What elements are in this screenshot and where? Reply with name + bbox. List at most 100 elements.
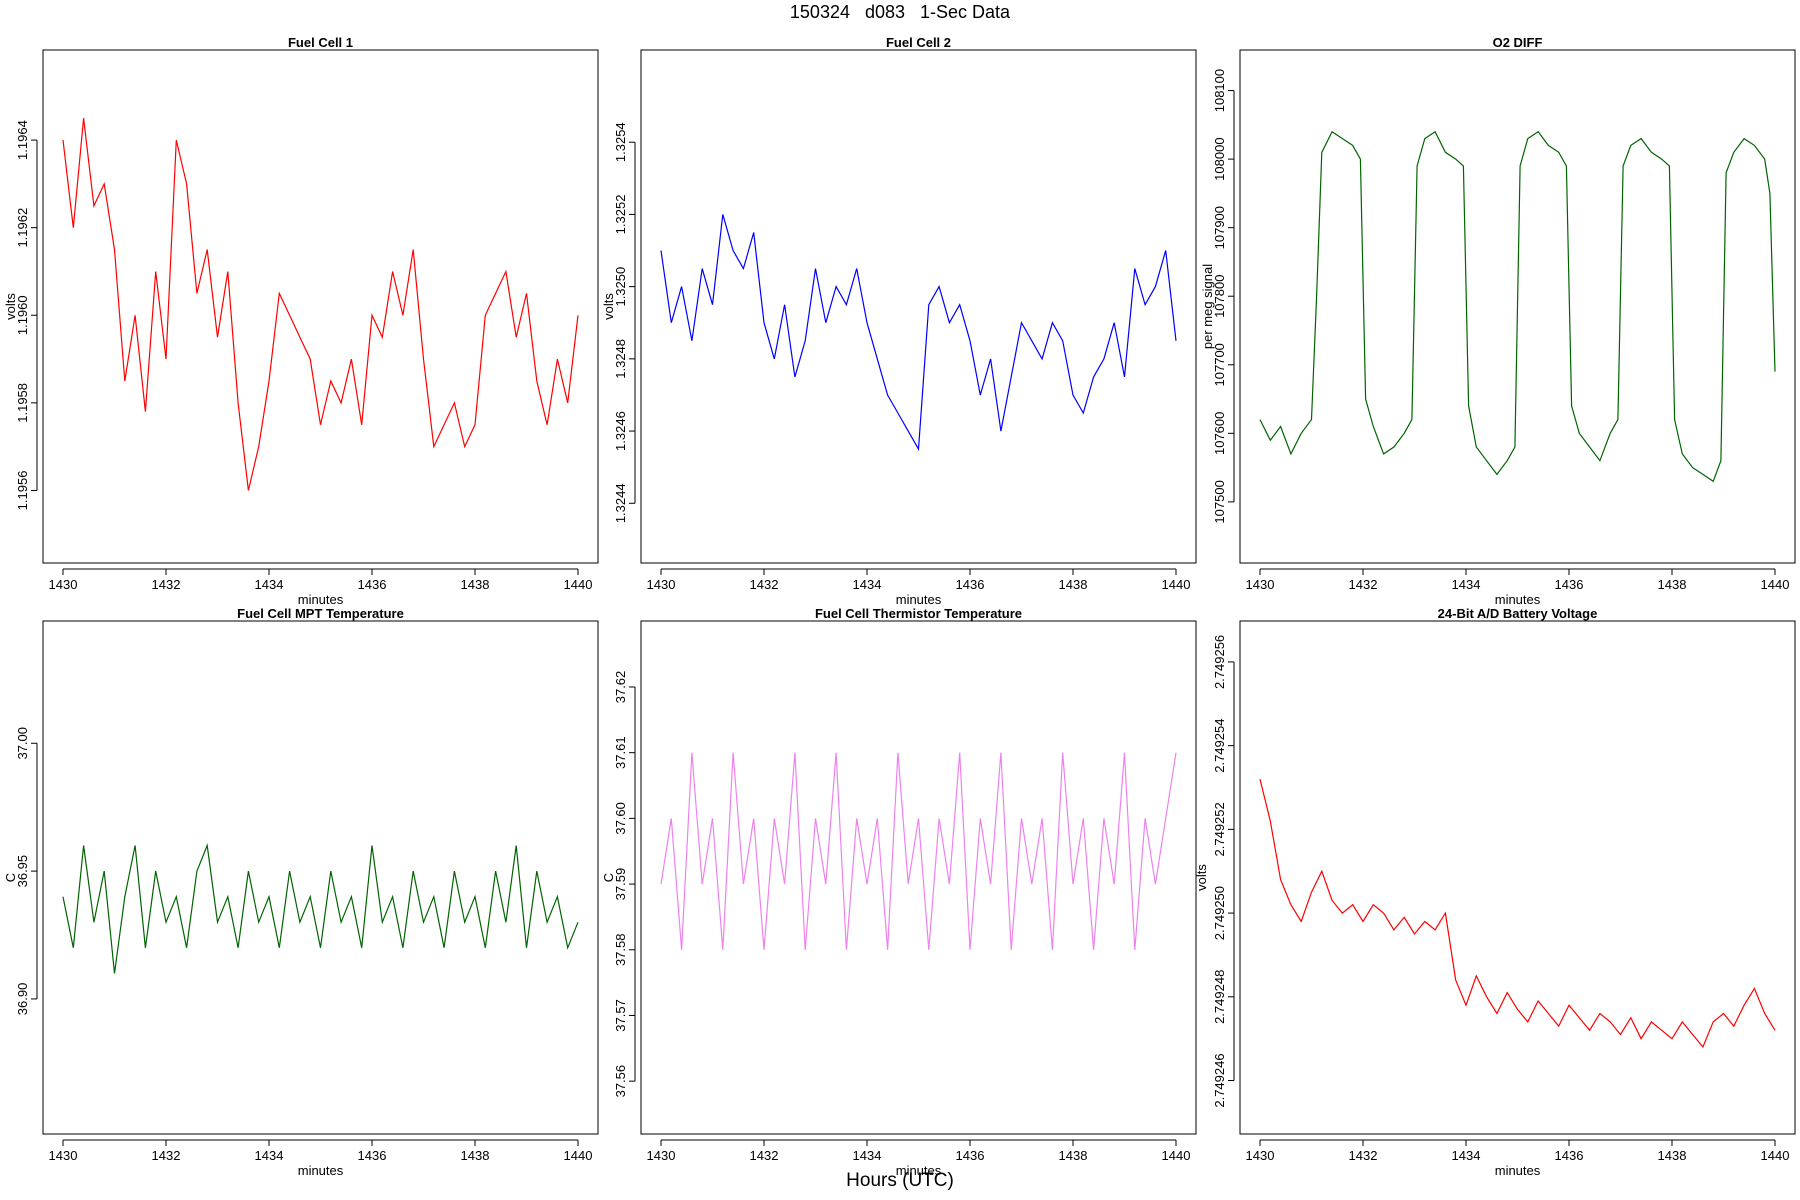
y-tick-label: 1.1964 — [15, 120, 30, 160]
x-tick-label: 1436 — [956, 577, 985, 592]
x-tick-label: 1434 — [853, 577, 882, 592]
x-tick-label: 1430 — [49, 1148, 78, 1163]
x-tick-label: 1438 — [1059, 1148, 1088, 1163]
y-tick-label: 37.59 — [613, 868, 628, 901]
plot-frame — [1239, 49, 1796, 564]
y-tick-label: 36.95 — [15, 855, 30, 888]
y-tick-label: 37.60 — [613, 802, 628, 835]
series-line — [1259, 778, 1776, 1049]
y-tick-label: 1.3246 — [613, 411, 628, 451]
y-tick-label: 36.90 — [15, 983, 30, 1016]
y-axis-label: volts — [601, 293, 616, 320]
y-axis-label: per meg signal — [1200, 264, 1215, 349]
plot-frame — [640, 620, 1197, 1135]
series-line — [660, 752, 1177, 950]
series-line — [62, 843, 579, 974]
y-tick-label: 2.749250 — [1212, 886, 1227, 940]
y-axis-label: C — [601, 873, 616, 882]
chart-batt: 24-Bit A/D Battery Voltage 1430 1432 1434 14… — [1194, 606, 1796, 1178]
y-tick-label: 2.749256 — [1212, 635, 1227, 689]
x-tick-label: 1434 — [255, 577, 284, 592]
y-tick-label: 1.3252 — [613, 195, 628, 235]
x-tick-label: 1432 — [750, 577, 779, 592]
chart-title: Fuel Cell MPT Temperature — [237, 606, 404, 621]
x-tick-label: 1432 — [152, 1148, 181, 1163]
y-tick-label: 108100 — [1212, 69, 1227, 112]
y-tick-label: 107600 — [1212, 412, 1227, 455]
x-axis-label: minutes — [1495, 1163, 1541, 1178]
y-tick-label: 2.749254 — [1212, 719, 1227, 773]
x-axis-label: minutes — [298, 592, 344, 607]
y-tick-label: 108000 — [1212, 137, 1227, 180]
series-line — [1259, 130, 1776, 483]
x-tick-label: 1430 — [647, 577, 676, 592]
x-tick-label: 1440 — [1162, 577, 1191, 592]
x-tick-label: 1432 — [152, 577, 181, 592]
y-tick-label: 107800 — [1212, 275, 1227, 318]
x-tick-label: 1430 — [1246, 1148, 1275, 1163]
plot-frame — [42, 49, 599, 564]
series-line — [62, 118, 579, 491]
x-tick-label: 1430 — [647, 1148, 676, 1163]
x-tick-label: 1440 — [1761, 1148, 1790, 1163]
y-tick-label: 37.58 — [613, 933, 628, 966]
chart-title: Fuel Cell 2 — [886, 35, 951, 50]
chart-o2: O2 DIFF 1430 1432 1434 1436 1438 1440 minutes 10… — [1200, 35, 1796, 607]
plot-frame — [640, 49, 1197, 564]
x-tick-label: 1440 — [1761, 577, 1790, 592]
x-axis-label: minutes — [896, 1163, 942, 1178]
series-line — [660, 214, 1177, 452]
y-tick-label: 1.3254 — [613, 122, 628, 162]
y-tick-label: 1.3248 — [613, 339, 628, 379]
chart-therm: Fuel Cell Thermistor Temperature 1430 1432… — [601, 606, 1197, 1178]
x-tick-label: 1440 — [1162, 1148, 1191, 1163]
x-tick-label: 1430 — [49, 577, 78, 592]
plot-frame — [1239, 620, 1796, 1135]
y-tick-label: 2.749246 — [1212, 1053, 1227, 1107]
y-tick-label: 1.1958 — [15, 383, 30, 423]
x-tick-label: 1436 — [956, 1148, 985, 1163]
y-tick-label: 1.1960 — [15, 295, 30, 335]
chart-fc2: Fuel Cell 2 1430 1432 1434 1436 1438 1440 minut… — [601, 35, 1197, 607]
y-tick-label: 37.61 — [613, 736, 628, 769]
chart-title: O2 DIFF — [1493, 35, 1543, 50]
x-tick-label: 1436 — [1555, 577, 1584, 592]
y-tick-label: 1.3244 — [613, 483, 628, 523]
x-tick-label: 1438 — [461, 1148, 490, 1163]
page-title: 150324 d083 1-Sec Data — [789, 2, 1011, 22]
x-axis-label: minutes — [298, 1163, 344, 1178]
chart-mpt: Fuel Cell MPT Temperature 1430 1432 1434 143… — [3, 606, 599, 1178]
x-tick-label: 1434 — [255, 1148, 284, 1163]
x-tick-label: 1440 — [564, 1148, 593, 1163]
chart-title: Fuel Cell 1 — [288, 35, 353, 50]
x-tick-label: 1438 — [461, 577, 490, 592]
y-tick-label: 107900 — [1212, 206, 1227, 249]
x-axis-label: minutes — [1495, 592, 1541, 607]
x-main-label: Hours (UTC) — [846, 1170, 954, 1191]
y-tick-label: 37.62 — [613, 671, 628, 704]
x-tick-label: 1438 — [1059, 577, 1088, 592]
y-axis-label: volts — [3, 293, 18, 320]
y-tick-label: 37.00 — [15, 727, 30, 760]
x-tick-label: 1432 — [1349, 1148, 1378, 1163]
x-tick-label: 1432 — [1349, 577, 1378, 592]
chart-title: 24-Bit A/D Battery Voltage — [1438, 606, 1598, 621]
y-tick-label: 37.56 — [613, 1065, 628, 1098]
y-tick-label: 1.1956 — [15, 471, 30, 511]
x-tick-label: 1438 — [1658, 577, 1687, 592]
x-tick-label: 1438 — [1658, 1148, 1687, 1163]
x-tick-label: 1440 — [564, 577, 593, 592]
x-tick-label: 1436 — [1555, 1148, 1584, 1163]
x-tick-label: 1432 — [750, 1148, 779, 1163]
y-axis-label: C — [3, 873, 18, 882]
x-tick-label: 1430 — [1246, 577, 1275, 592]
y-tick-label: 107500 — [1212, 480, 1227, 523]
y-tick-label: 107700 — [1212, 343, 1227, 386]
plot-frame — [42, 620, 599, 1135]
x-tick-label: 1436 — [358, 1148, 387, 1163]
x-tick-label: 1434 — [853, 1148, 882, 1163]
y-tick-label: 1.3250 — [613, 267, 628, 307]
y-tick-label: 37.57 — [613, 999, 628, 1032]
y-tick-label: 2.749252 — [1212, 802, 1227, 856]
